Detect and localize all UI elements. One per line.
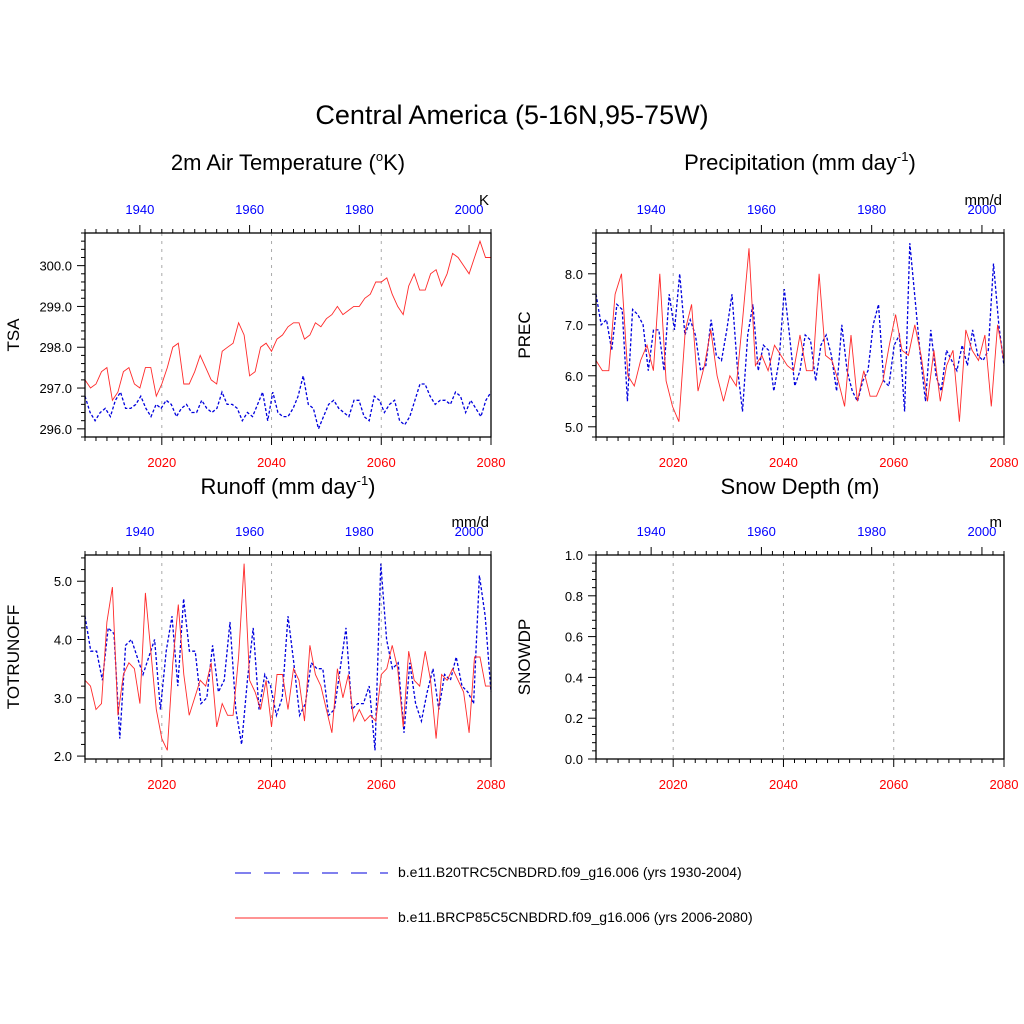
units-label: m	[990, 514, 1003, 531]
y-tick-label: 3.0	[54, 691, 72, 706]
x-bottom-tick-label: 2040	[769, 777, 798, 792]
x-bottom-tick-label: 2020	[147, 455, 176, 470]
x-top-tick-label: 2000	[455, 202, 484, 217]
future-series-line	[84, 563, 491, 751]
units-label: mm/d	[965, 192, 1003, 209]
units-label: mm/d	[452, 514, 490, 531]
y-axis-label: SNOWDP	[515, 619, 534, 696]
x-bottom-tick-label: 2020	[659, 455, 688, 470]
x-top-tick-label: 1940	[125, 524, 154, 539]
x-bottom-tick-label: 2020	[659, 777, 688, 792]
panel-title: Snow Depth (m)	[721, 474, 880, 499]
x-bottom-tick-label: 2080	[477, 455, 506, 470]
panel-title: 2m Air Temperature (oK)	[171, 149, 405, 175]
legend-historical-label: b.e11.B20TRC5CNBDRD.f09_g16.006 (yrs 193…	[398, 864, 742, 880]
y-tick-label: 1.0	[565, 548, 583, 563]
legend-future-label: b.e11.BRCP85C5CNBDRD.f09_g16.006 (yrs 20…	[398, 909, 753, 925]
x-top-tick-label: 1960	[235, 202, 264, 217]
x-top-tick-label: 1940	[125, 202, 154, 217]
figure-title: Central America (5-16N,95-75W)	[315, 100, 709, 130]
y-tick-label: 298.0	[39, 340, 72, 355]
x-top-tick-label: 2000	[967, 524, 996, 539]
x-top-tick-label: 1980	[345, 524, 374, 539]
historical-series-line	[84, 375, 492, 431]
y-tick-label: 0.6	[565, 630, 583, 645]
y-tick-label: 5.0	[54, 574, 72, 589]
panel-title: Precipitation (mm day-1)	[684, 149, 916, 175]
y-tick-label: 0.8	[565, 589, 583, 604]
chart-panel-totrunoff: Runoff (mm day-1) mm/d TOTRUNOFF 2.0 3.0 4.0 5…	[4, 473, 505, 792]
x-top-tick-label: 2000	[967, 202, 996, 217]
x-bottom-tick-label: 2060	[879, 455, 908, 470]
plot-frame	[84, 554, 492, 760]
x-top-tick-label: 1960	[235, 524, 264, 539]
y-tick-label: 296.0	[39, 422, 72, 437]
y-axis-label: TSA	[4, 318, 23, 352]
x-bottom-tick-label: 2040	[257, 777, 286, 792]
x-bottom-tick-label: 2040	[257, 455, 286, 470]
y-axis-label: TOTRUNOFF	[4, 605, 23, 710]
y-tick-label: 6.0	[565, 369, 583, 384]
x-bottom-tick-label: 2020	[147, 777, 176, 792]
x-bottom-tick-label: 2080	[990, 455, 1019, 470]
x-bottom-tick-label: 2060	[879, 777, 908, 792]
historical-series-line	[595, 243, 1005, 412]
y-tick-label: 0.4	[565, 670, 583, 685]
plot-frame	[84, 232, 492, 438]
x-bottom-tick-label: 2060	[367, 777, 396, 792]
chart-panel-prec: Precipitation (mm day-1) mm/d PREC 5.0 6.0 7.…	[515, 149, 1018, 470]
y-axis-label: PREC	[515, 311, 534, 358]
panel-title: Runoff (mm day-1)	[201, 473, 376, 499]
y-tick-label: 0.2	[565, 711, 583, 726]
x-bottom-tick-label: 2060	[367, 455, 396, 470]
chart-panel-snowdp: Snow Depth (m) m SNOWDP 0.0 0.2 0.4 0.6 0.8 1.0 2…	[515, 474, 1018, 792]
future-series-line	[595, 248, 1005, 422]
legend	[235, 872, 388, 919]
y-tick-label: 5.0	[565, 420, 583, 435]
x-bottom-tick-label: 2080	[477, 777, 506, 792]
y-tick-label: 7.0	[565, 318, 583, 333]
y-tick-label: 0.0	[565, 752, 583, 767]
plot-frame	[595, 554, 1005, 760]
chart-panel-tsa: 2m Air Temperature (oK) K TSA 296.0 297.0 298…	[4, 149, 505, 470]
x-bottom-tick-label: 2080	[990, 777, 1019, 792]
x-top-tick-label: 1980	[345, 202, 374, 217]
x-top-tick-label: 1940	[637, 524, 666, 539]
x-top-tick-label: 2000	[455, 524, 484, 539]
x-bottom-tick-label: 2040	[769, 455, 798, 470]
y-tick-label: 300.0	[39, 259, 72, 274]
x-top-tick-label: 1960	[747, 202, 776, 217]
y-tick-label: 8.0	[565, 267, 583, 282]
units-label: K	[479, 192, 489, 209]
y-tick-label: 2.0	[54, 749, 72, 764]
y-tick-label: 299.0	[39, 299, 72, 314]
x-top-tick-label: 1980	[857, 524, 886, 539]
y-tick-label: 297.0	[39, 381, 72, 396]
x-top-tick-label: 1960	[747, 524, 776, 539]
x-top-tick-label: 1980	[857, 202, 886, 217]
y-tick-label: 4.0	[54, 633, 72, 648]
future-series-line	[84, 239, 491, 402]
x-top-tick-label: 1940	[637, 202, 666, 217]
historical-series-line	[84, 563, 492, 751]
